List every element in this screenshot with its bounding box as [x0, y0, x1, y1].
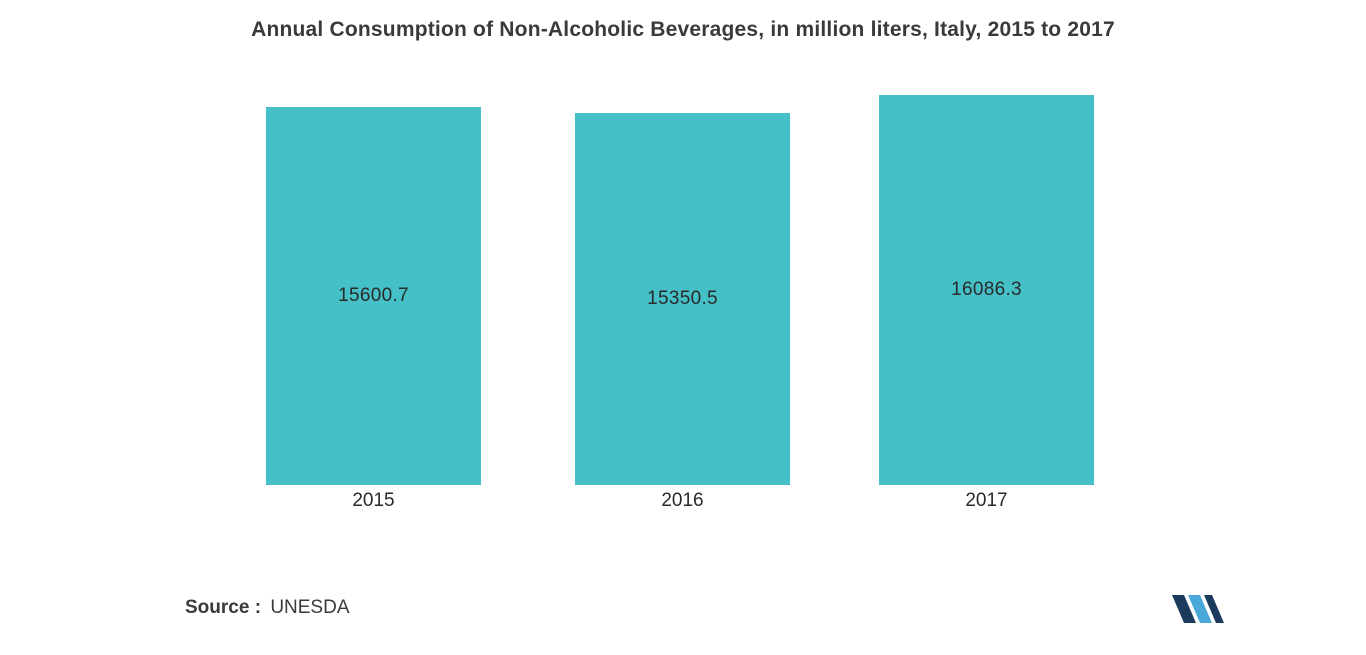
- brand-logo-icon: [1170, 591, 1226, 627]
- x-axis-label: 2015: [266, 490, 481, 512]
- x-axis-label: 2016: [575, 490, 790, 512]
- bar-2015: 15600.7: [266, 107, 481, 485]
- x-axis-label: 2017: [879, 490, 1094, 512]
- source-value: UNESDA: [270, 597, 349, 618]
- bar-2017: 16086.3: [879, 95, 1094, 485]
- bar-2016: 15350.5: [575, 113, 790, 485]
- x-axis-labels: 2015 2016 2017: [0, 490, 1366, 520]
- chart-title: Annual Consumption of Non-Alcoholic Beve…: [0, 0, 1366, 42]
- bar-value-label: 15350.5: [575, 288, 790, 310]
- source-attribution: Source : UNESDA: [185, 597, 350, 619]
- bar-value-label: 16086.3: [879, 279, 1094, 301]
- bar-value-label: 15600.7: [266, 285, 481, 307]
- source-label: Source :: [185, 597, 261, 618]
- chart-area: 15600.7 15350.5 16086.3: [0, 85, 1366, 485]
